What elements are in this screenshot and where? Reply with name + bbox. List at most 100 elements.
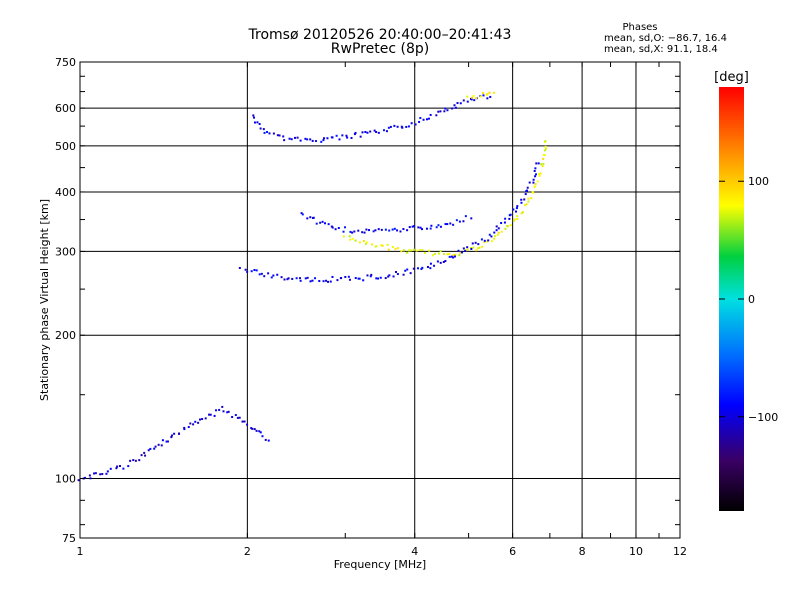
data-point (535, 173, 538, 176)
data-point (470, 247, 473, 250)
data-point (116, 465, 119, 468)
data-point (495, 229, 498, 232)
data-point (371, 243, 374, 246)
data-point (446, 223, 449, 226)
data-point (488, 233, 491, 236)
data-point (515, 210, 518, 213)
data-point (238, 416, 241, 419)
data-point (481, 91, 484, 94)
data-point (503, 221, 506, 224)
data-point (311, 139, 314, 142)
data-point (442, 260, 445, 263)
data-point (525, 203, 528, 206)
data-point (473, 99, 476, 102)
x-tick-label: 2 (244, 545, 251, 558)
data-point (299, 139, 302, 142)
data-point (391, 228, 394, 231)
data-point (374, 229, 377, 232)
data-point (327, 280, 330, 283)
data-point (238, 266, 241, 269)
phase-stats-o: mean, sd,O: −86.7, 16.4 (604, 33, 727, 44)
data-point (542, 163, 545, 166)
data-point (439, 250, 442, 253)
data-point (509, 213, 512, 216)
data-point (435, 226, 438, 229)
data-point (385, 130, 388, 133)
data-point (500, 221, 503, 224)
data-point (296, 136, 299, 139)
data-point (258, 430, 261, 433)
data-point (377, 131, 380, 134)
data-point (354, 239, 357, 242)
data-point (160, 444, 163, 447)
data-point (329, 280, 332, 283)
data-point (201, 418, 204, 421)
data-point (394, 248, 397, 251)
data-point (290, 138, 293, 141)
data-point (326, 137, 329, 140)
data-point (493, 91, 496, 94)
x-tick-label: 10 (629, 545, 643, 558)
data-point (453, 255, 456, 258)
data-point (462, 247, 465, 250)
data-point (319, 221, 322, 224)
data-point (375, 245, 378, 248)
data-point (443, 110, 446, 113)
data-point (348, 235, 351, 238)
data-point (349, 230, 352, 233)
data-point (272, 274, 275, 277)
data-point (253, 116, 256, 119)
data-point (384, 228, 387, 231)
data-point (536, 180, 539, 183)
data-point (543, 149, 546, 152)
data-point (173, 432, 176, 435)
data-point (213, 414, 216, 417)
data-point (138, 459, 141, 462)
data-point (411, 225, 414, 228)
phase-stats-header: Phases (622, 22, 658, 33)
data-point (482, 94, 485, 97)
data-point (309, 280, 312, 283)
data-point (77, 479, 80, 482)
data-point (244, 268, 247, 271)
data-point (388, 274, 391, 277)
data-point (187, 426, 190, 429)
data-point (325, 279, 328, 282)
data-point (483, 241, 486, 244)
data-point (334, 228, 337, 231)
x-tick-label: 1 (77, 545, 84, 558)
data-point (528, 181, 531, 184)
data-point (534, 183, 537, 186)
data-point (218, 408, 221, 411)
data-point (429, 267, 432, 270)
data-point (353, 133, 356, 136)
data-point (427, 117, 430, 120)
data-point (486, 93, 489, 96)
data-point (361, 131, 364, 134)
data-point (466, 246, 469, 249)
data-point (348, 278, 351, 281)
data-point (255, 429, 258, 432)
data-point (149, 447, 152, 450)
data-point (493, 231, 496, 234)
data-point (449, 222, 452, 225)
data-point (375, 277, 378, 280)
data-point (351, 237, 354, 240)
data-point (259, 431, 262, 434)
data-point (283, 139, 286, 142)
data-point (402, 228, 405, 231)
data-point (544, 145, 547, 148)
data-point (320, 140, 323, 143)
data-point (265, 130, 268, 133)
data-point (366, 241, 369, 244)
data-point (406, 229, 409, 232)
data-point (236, 416, 239, 419)
data-point (368, 229, 371, 232)
data-point (372, 230, 375, 233)
data-point (435, 114, 438, 117)
data-point (400, 250, 403, 253)
data-point (366, 131, 369, 134)
data-point (454, 253, 457, 256)
data-point (520, 198, 523, 201)
data-point (452, 223, 455, 226)
